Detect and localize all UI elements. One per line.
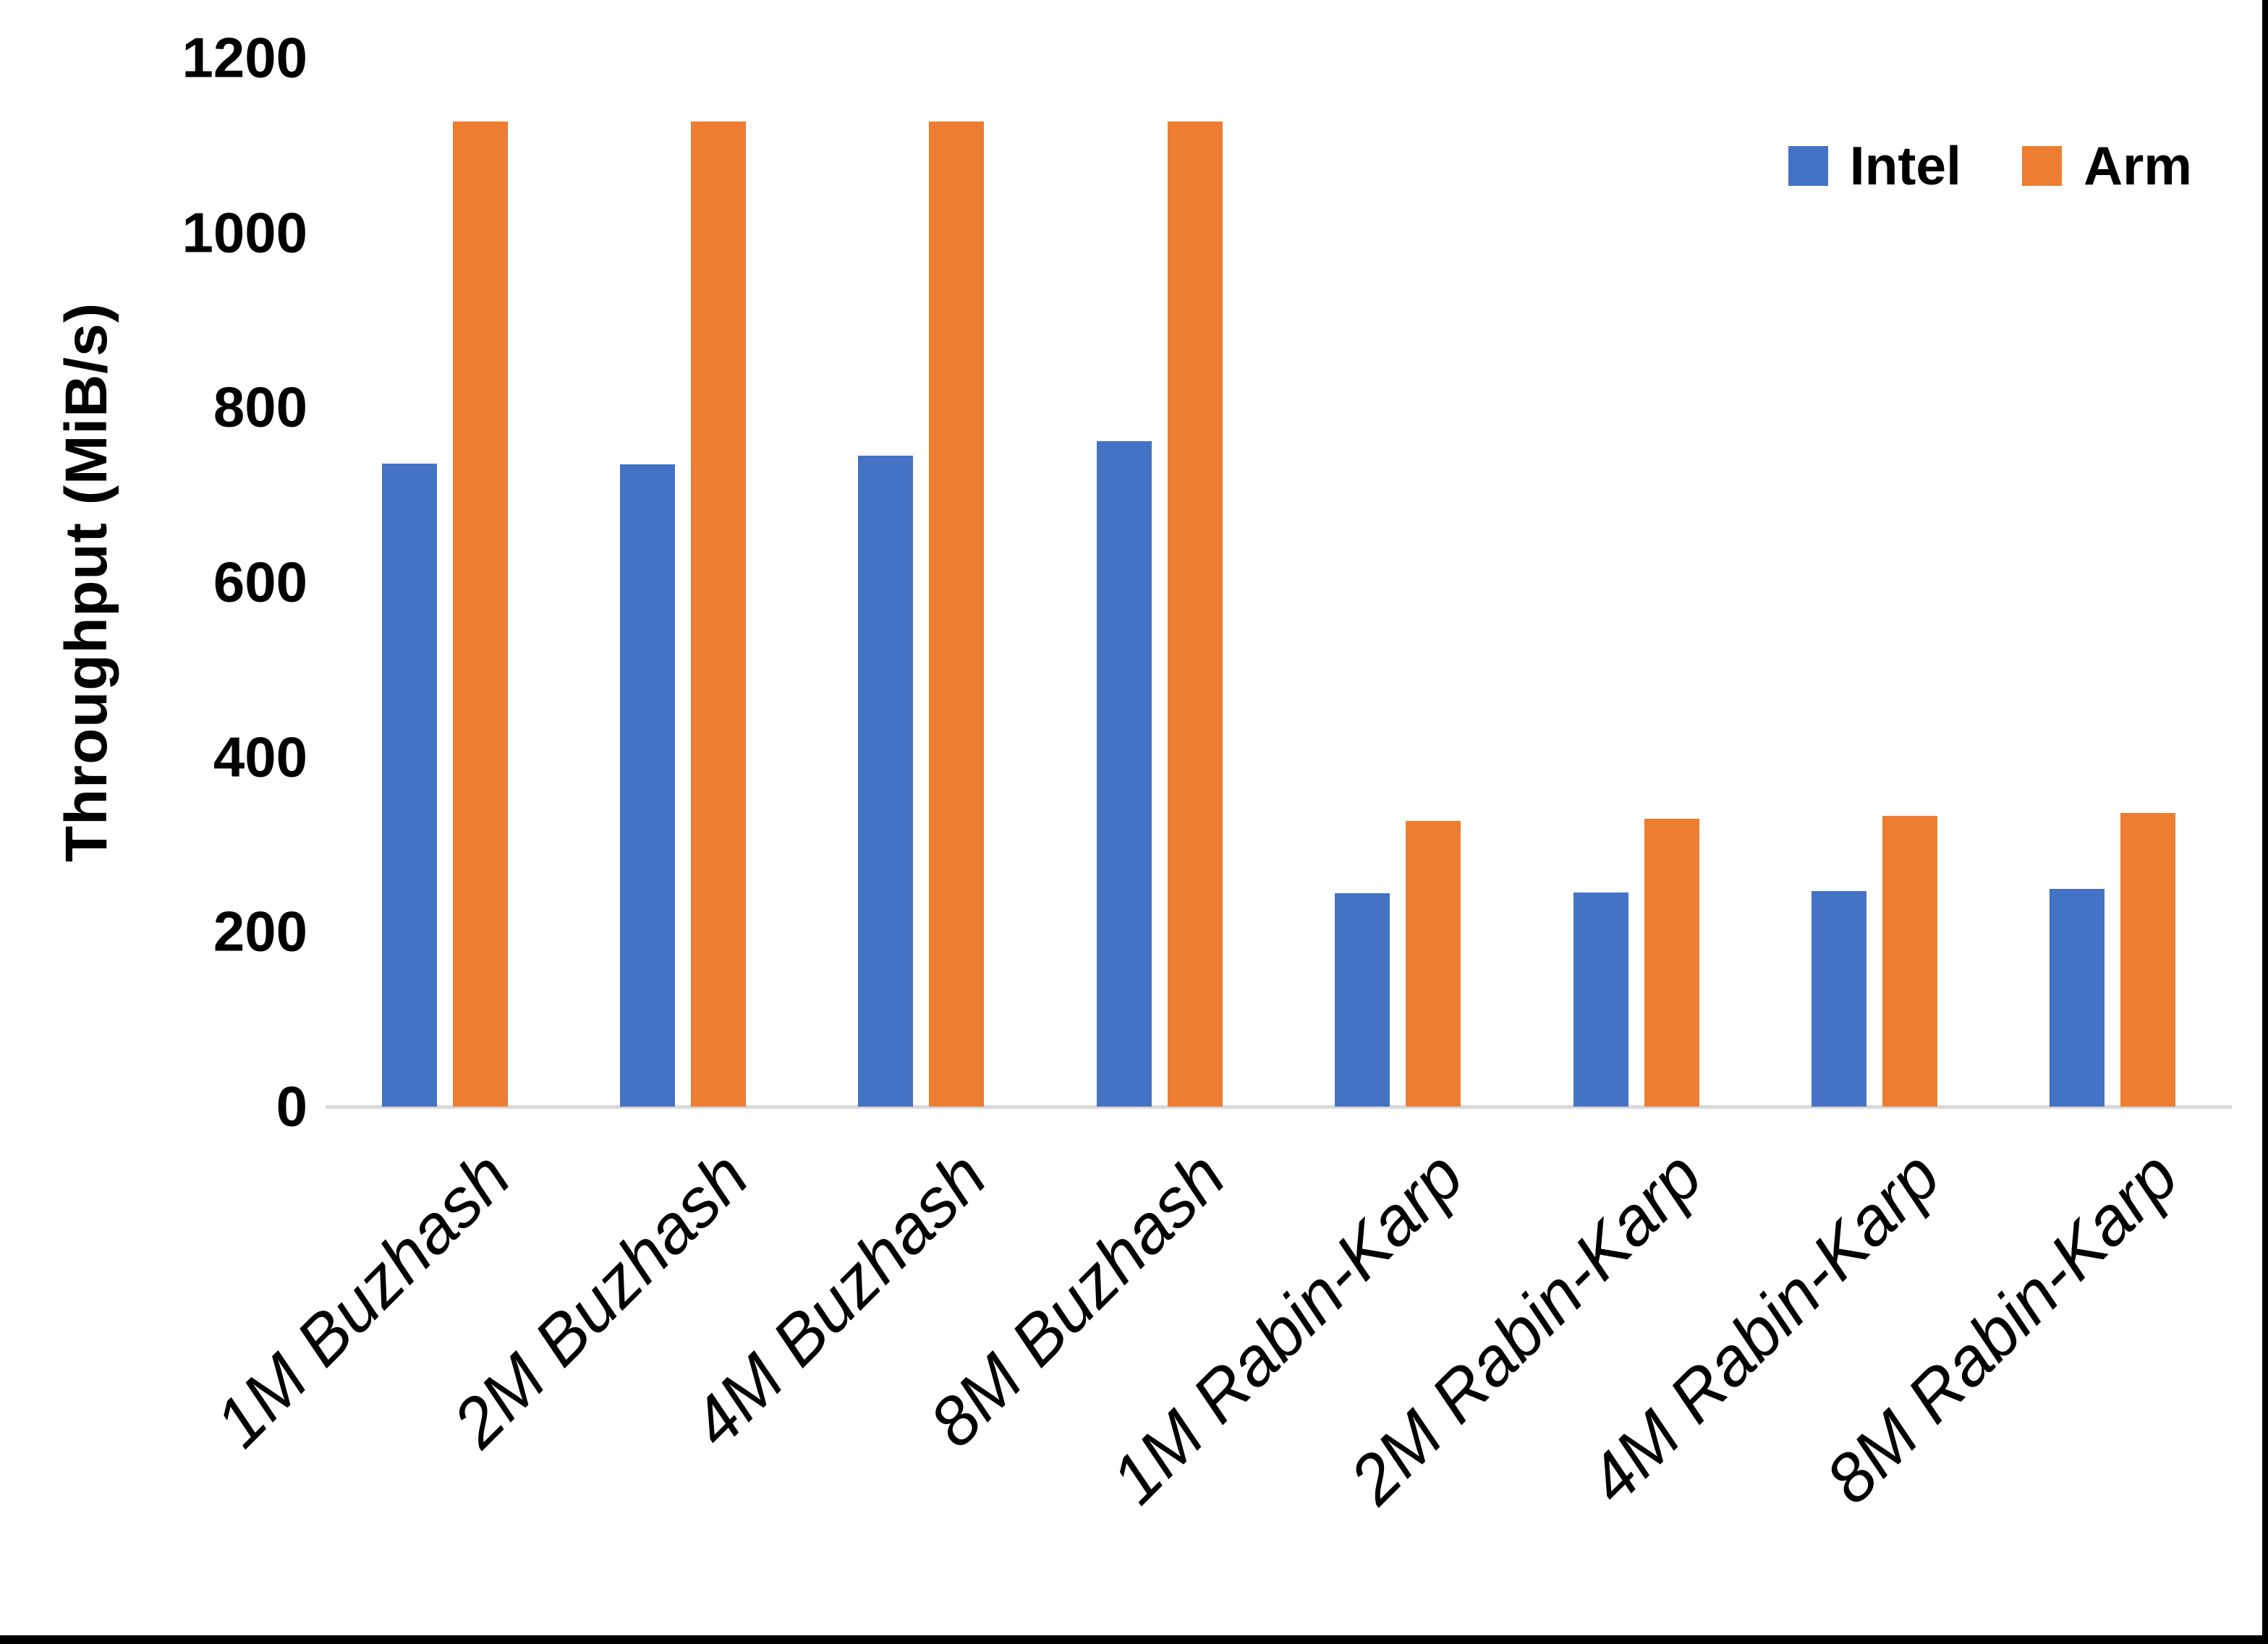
bar-intel-1m-buzhash xyxy=(381,463,437,1107)
bar-intel-1m-rabin-karp xyxy=(1335,893,1390,1107)
bar-group-2m-rabin-karp xyxy=(1517,58,1755,1107)
bar-intel-2m-rabin-karp xyxy=(1573,892,1628,1107)
y-tick-label-600: 600 xyxy=(213,550,307,614)
bar-arm-4m-rabin-karp xyxy=(1882,815,1937,1107)
bar-group-1m-rabin-karp xyxy=(1279,58,1517,1107)
arm-series-swatch-icon xyxy=(2021,146,2062,186)
bar-group-4m-buzhash xyxy=(802,58,1040,1107)
bar-arm-2m-rabin-karp xyxy=(1644,819,1699,1107)
legend-item-intel: Intel xyxy=(1788,139,1961,193)
y-tick-label-800: 800 xyxy=(213,375,307,439)
y-tick-label-1200: 1200 xyxy=(182,25,307,90)
x-axis-line xyxy=(326,1105,2232,1109)
bar-group-2m-buzhash xyxy=(564,58,802,1107)
bar-arm-1m-rabin-karp xyxy=(1406,820,1461,1107)
bar-arm-1m-buzhash xyxy=(452,122,508,1107)
x-category-label-1m-buzhash: 1M Buzhash xyxy=(200,1137,525,1462)
bar-group-1m-buzhash xyxy=(326,58,564,1107)
bar-intel-2m-buzhash xyxy=(620,464,676,1107)
intel-series-swatch-icon xyxy=(1788,146,1828,186)
bar-arm-4m-buzhash xyxy=(929,122,985,1107)
bar-arm-2m-buzhash xyxy=(691,122,747,1107)
legend-label-intel: Intel xyxy=(1849,135,1961,196)
bar-group-4m-rabin-karp xyxy=(1755,58,1993,1107)
legend: Intel Arm xyxy=(1788,139,2192,193)
y-tick-label-1000: 1000 xyxy=(182,200,307,265)
bar-group-8m-buzhash xyxy=(1040,58,1278,1107)
bar-intel-4m-buzhash xyxy=(858,455,914,1107)
bar-arm-8m-buzhash xyxy=(1167,122,1223,1107)
y-tick-label-200: 200 xyxy=(213,899,307,963)
bar-arm-8m-rabin-karp xyxy=(2120,813,2176,1107)
y-tick-label-400: 400 xyxy=(213,725,307,789)
bar-intel-8m-rabin-karp xyxy=(2050,889,2105,1107)
legend-label-arm: Arm xyxy=(2083,135,2192,196)
bar-group-8m-rabin-karp xyxy=(1994,58,2232,1107)
y-tick-label-0: 0 xyxy=(276,1074,307,1138)
legend-item-arm: Arm xyxy=(2021,135,2192,196)
page-border-right xyxy=(2262,0,2268,1644)
bar-intel-8m-buzhash xyxy=(1096,441,1152,1107)
bar-intel-4m-rabin-karp xyxy=(1811,890,1866,1107)
page-border-bottom xyxy=(0,1635,2268,1644)
